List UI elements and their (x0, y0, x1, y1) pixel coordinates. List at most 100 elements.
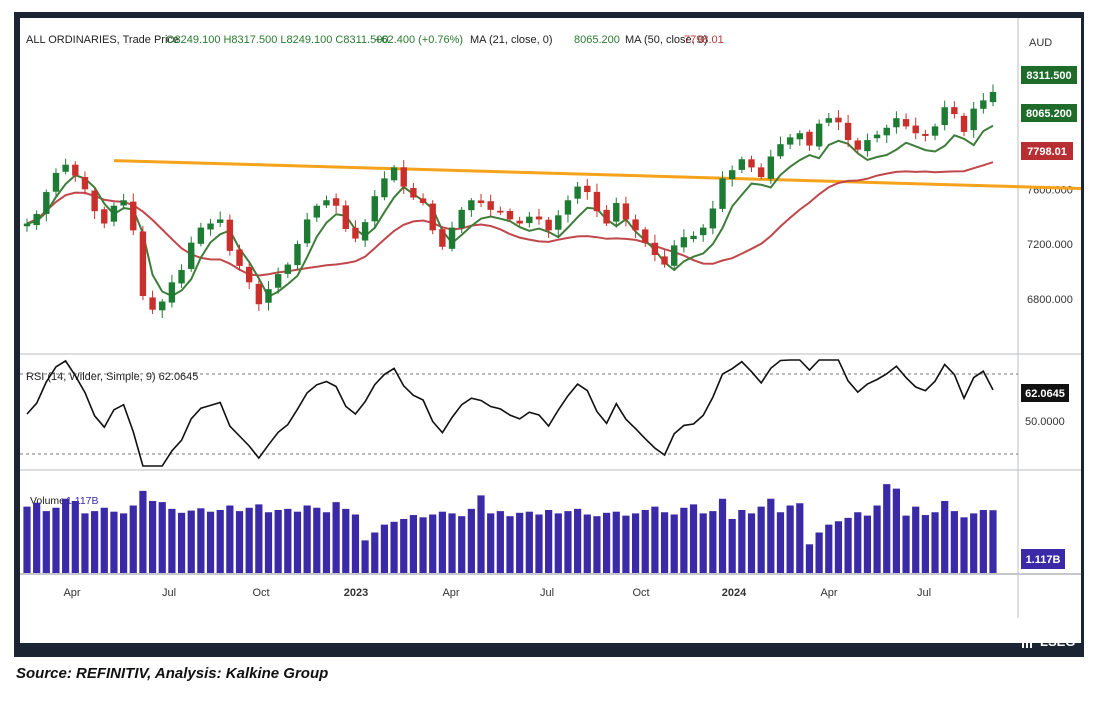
candle-body (893, 118, 900, 128)
volume-bar (429, 514, 437, 573)
candle-body (23, 223, 31, 227)
volume-bar (438, 511, 446, 573)
ma50-price-badge: 7798.01 (1021, 142, 1073, 160)
volume-bar (91, 511, 99, 573)
volume-bar (535, 514, 543, 573)
candle-body (139, 231, 147, 297)
volume-bar (361, 540, 369, 573)
candle-body (584, 185, 591, 193)
volume-bar (805, 544, 814, 573)
candle-body (410, 188, 417, 198)
candle-body (651, 242, 659, 255)
candle-body (535, 216, 543, 220)
candle-body (680, 237, 688, 248)
ma21-price-badge-text: 8065.200 (1026, 108, 1072, 120)
candle-body (81, 177, 89, 190)
volume-bar (883, 484, 891, 573)
candle-body (439, 229, 446, 247)
time-axis-label: Oct (632, 587, 649, 599)
volume-bar (622, 515, 630, 573)
candle-body (960, 115, 968, 132)
volume-bar (796, 503, 804, 573)
rsi-panel[interactable] (20, 359, 1018, 467)
ma21-legend-label[interactable]: MA (21, close, 0) (470, 34, 553, 46)
candle-body (825, 118, 832, 123)
candle-body (188, 242, 195, 269)
volume-bar (419, 517, 427, 573)
candle-body (400, 167, 407, 187)
volume-bar (187, 510, 195, 573)
volume-bar (970, 513, 978, 573)
volume-bar (892, 488, 900, 573)
candle-body (603, 209, 610, 224)
volume-bar (738, 510, 746, 573)
candle-body (806, 131, 813, 146)
candle-body (43, 192, 50, 214)
volume-bar (206, 511, 215, 573)
ma50-legend-label[interactable]: MA (50, close, 0) (625, 34, 708, 46)
volume-bar (689, 504, 698, 573)
currency-label[interactable]: AUD (1029, 37, 1052, 49)
time-axis-label: Jul (162, 587, 176, 599)
price-tick-label: 7200.000 (1027, 239, 1073, 251)
volume-bar (322, 512, 331, 573)
rsi-mid-tick: 50.0000 (1025, 416, 1065, 428)
candle-body (835, 117, 842, 123)
time-axis-labels[interactable]: Apr Jul Oct 2023 Apr Jul Oct 2024 Apr Jul (63, 587, 931, 599)
candle-body (516, 220, 523, 224)
candle-body (671, 245, 678, 266)
candle-body (506, 211, 514, 220)
volume-bar (651, 506, 659, 573)
candle-body (574, 186, 581, 199)
volume-bar (158, 502, 166, 573)
candle-body (294, 244, 301, 266)
volume-bar (62, 498, 70, 573)
candle-body (284, 264, 292, 274)
instrument-title[interactable]: ALL ORDINARIES, Trade Price (26, 34, 179, 46)
candle-body (217, 219, 224, 223)
ohlc-values: O8249.100 H8317.500 L8249.100 C8311.500 (166, 34, 388, 46)
volume-bar (100, 507, 108, 573)
candle-body (429, 203, 436, 231)
candle-body (564, 200, 572, 215)
candle-body (748, 159, 755, 168)
candle-body (864, 140, 871, 152)
candle-body (52, 172, 60, 192)
candle-body (883, 127, 890, 136)
candle-body (390, 167, 398, 181)
candle-body (381, 178, 388, 198)
volume-bar (264, 512, 273, 573)
volume-bar (979, 510, 987, 573)
volume-panel[interactable] (23, 484, 997, 573)
volume-bar (709, 511, 717, 573)
volume-bar (593, 516, 601, 573)
candle-body (709, 208, 717, 229)
candle-body (274, 274, 282, 288)
price-change: +62.400 (+0.76%) (375, 34, 463, 46)
volume-bar (81, 513, 89, 573)
ma21-legend-value: 8065.200 (574, 34, 620, 46)
volume-bar (815, 532, 823, 573)
volume-bar (71, 501, 79, 573)
price-tick-label: 6800.000 (1027, 294, 1073, 306)
candle-body (255, 283, 263, 305)
volume-bar (747, 513, 756, 573)
volume-value-badge-text: 1.117B (1026, 554, 1061, 566)
candle-body (207, 223, 214, 230)
candle-body (700, 227, 707, 236)
volume-bar (216, 510, 224, 573)
candle-body (767, 156, 775, 179)
price-panel[interactable] (23, 84, 1081, 319)
volume-bar (380, 524, 389, 573)
volume-bar (42, 511, 50, 573)
volume-bar (332, 502, 340, 573)
candle-body (458, 209, 465, 229)
rsi-value-badge: 62.0645 (1021, 384, 1069, 402)
volume-bar (873, 505, 881, 573)
candle-body (931, 126, 939, 136)
volume-bar (670, 514, 678, 573)
candle-body (361, 222, 369, 241)
volume-bar (313, 507, 321, 573)
candle-body (371, 196, 378, 222)
candle-body (719, 178, 726, 209)
